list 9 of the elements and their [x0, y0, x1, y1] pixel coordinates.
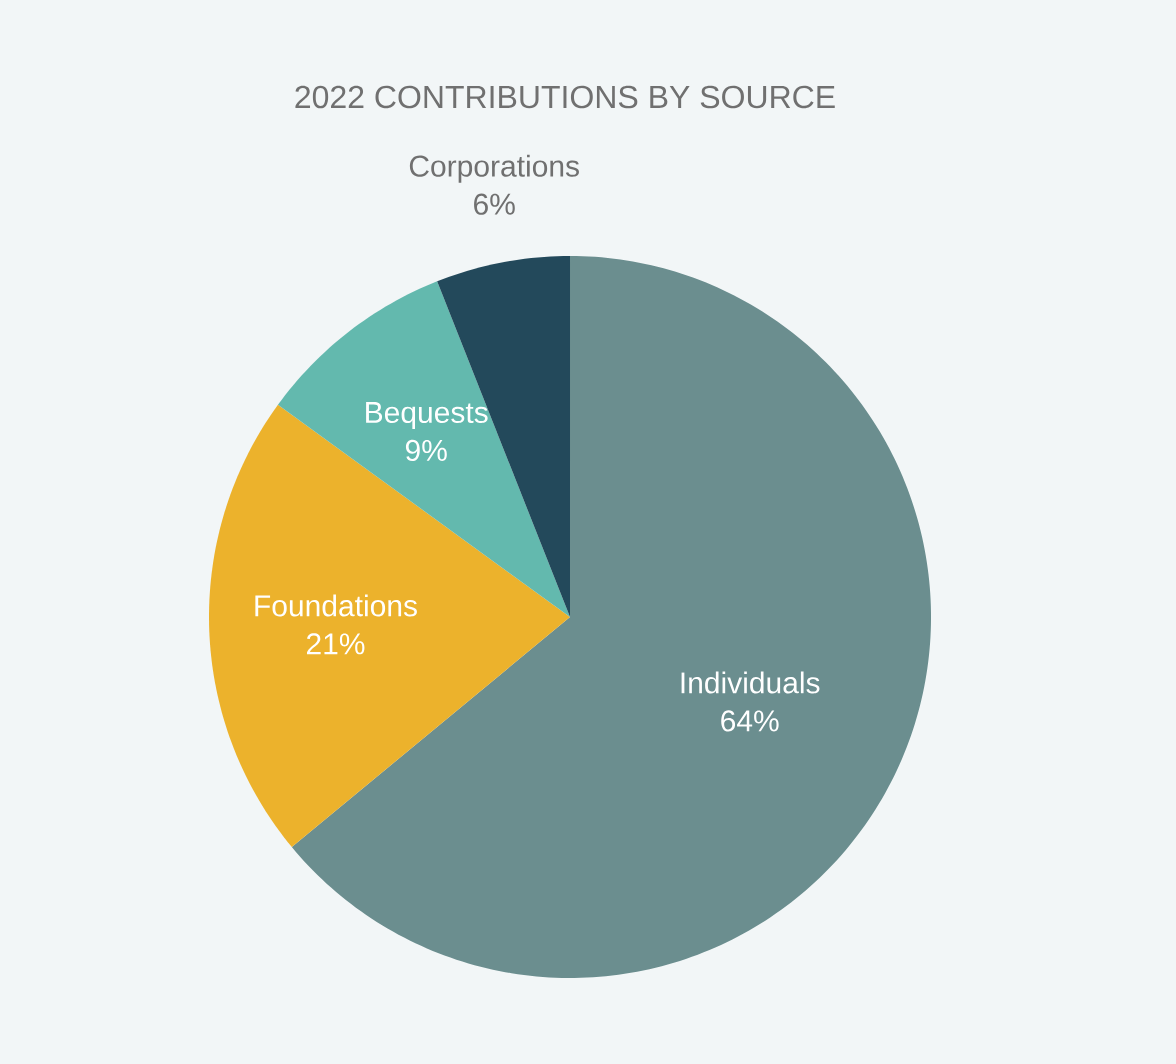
- slice-label: Bequests: [366, 402, 488, 429]
- slice-label: Individuals: [681, 671, 820, 694]
- slice-label: Foundations: [255, 594, 417, 617]
- data-label: 9%: [405, 439, 447, 462]
- data-label: 21%: [306, 633, 365, 655]
- data-label: 64%: [721, 710, 779, 732]
- slice-label: Corporations: [409, 154, 579, 183]
- chart-title: 2022 CONTRIBUTIONS BY SOURCE: [295, 85, 835, 109]
- data-label: 6%: [474, 193, 515, 215]
